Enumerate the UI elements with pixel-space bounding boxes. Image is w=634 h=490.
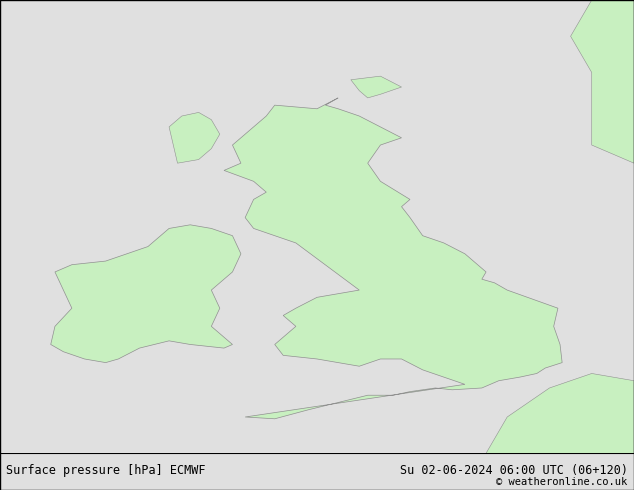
Text: © weatheronline.co.uk: © weatheronline.co.uk: [496, 477, 628, 487]
Polygon shape: [224, 98, 562, 419]
Polygon shape: [51, 225, 241, 363]
Polygon shape: [351, 76, 401, 98]
Polygon shape: [169, 112, 220, 163]
Polygon shape: [486, 373, 634, 453]
Text: Surface pressure [hPa] ECMWF: Surface pressure [hPa] ECMWF: [6, 464, 206, 477]
Text: Su 02-06-2024 06:00 UTC (06+120): Su 02-06-2024 06:00 UTC (06+120): [399, 464, 628, 477]
Polygon shape: [571, 0, 634, 163]
